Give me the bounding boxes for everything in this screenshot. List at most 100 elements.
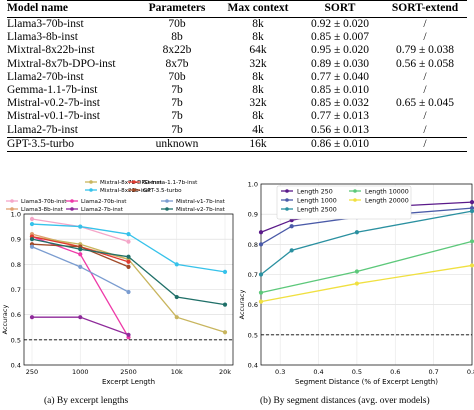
legend-marker	[89, 188, 93, 192]
series-line-Length 2500	[260, 210, 473, 276]
data-point-Llama2-7b-inst	[126, 332, 131, 337]
x-tick-label: 0.6	[390, 368, 400, 376]
data-point-Llama2-70b-inst	[78, 252, 83, 257]
model-name-cell: Mistral-v0.2-7b-inst	[7, 97, 100, 110]
legend-marker	[10, 207, 14, 211]
legend-label: Llama2-70b-inst	[81, 199, 127, 205]
legend-marker	[285, 198, 289, 202]
legend-label: Llama3-70b-inst	[21, 199, 67, 205]
table-cell: unknown	[155, 137, 199, 150]
table-cell: 8x22b	[162, 44, 192, 57]
table-cell: 0.92 ± 0.020	[310, 18, 370, 31]
table-cell: 0.86 ± 0.010	[310, 137, 370, 150]
column-header: Max context	[227, 2, 289, 14]
legend-label: Gemma-1.1-7b-inst	[143, 180, 198, 186]
y-axis-label: Accuracy	[1, 305, 9, 335]
data-point-Mistral-v2-7b-inst	[126, 254, 131, 259]
x-axis-label: Excerpt Length	[102, 378, 155, 386]
model-name-cell: Mixtral-8x22b-inst	[7, 44, 95, 57]
table-row: Llama2-70b-inst 70b 8k 0.77 ± 0.040 /	[7, 71, 467, 84]
model-name-cell: Gemma-1.1-7b-inst	[7, 84, 98, 97]
excerpt-length-chart-svg: 0.4 0.5 0.6 0.7 0.8 0.9 1.0 250 1000 2500 10k 20k Ex…	[1, 180, 234, 386]
legend-marker	[353, 198, 357, 202]
data-point-Length 20000	[354, 281, 360, 286]
column-header: SORT-extend	[391, 2, 459, 14]
series-line-Length 20000	[260, 264, 473, 303]
data-point-Mistral-v2-7b-inst	[29, 237, 35, 242]
legend-box	[276, 185, 412, 220]
table-cell: 0.85 ± 0.007	[310, 31, 370, 44]
legend-label: GPT-3.5-turbo	[143, 188, 182, 194]
table-cell: 0.85 ± 0.032	[310, 97, 370, 110]
x-tick-label: 0.8	[467, 368, 474, 376]
chart-by-segment-distance: 0.4 0.5 0.6 0.7 0.8 0.9 1.0 0.3 0.4 0.5 0.6 0.7 0.8 S…	[237, 177, 474, 391]
column-header: Parameters	[148, 2, 206, 14]
table-cell: 7b	[171, 97, 183, 110]
table-header-row: Model name Parameters Max context SORT S…	[7, 0, 467, 18]
data-point-Length 250	[258, 230, 264, 235]
data-point-Gemma-1.1-7b-inst	[126, 259, 131, 264]
table-cell: 0.56 ± 0.058	[395, 57, 455, 70]
table-cell: /	[383, 123, 467, 138]
data-point-Mixtral-8x7b-DPO-inst	[174, 315, 179, 320]
data-point-Length 1000	[469, 206, 474, 211]
table-cell: 8k	[252, 18, 264, 31]
x-tick-label: 0.3	[275, 368, 285, 376]
model-name-cell: Llama2-7b-inst	[7, 123, 135, 138]
y-tick-label: 0.7	[11, 286, 21, 294]
legend-label: Mistral-v1-7b-inst	[176, 199, 226, 205]
x-tick-label: 2500	[120, 368, 137, 376]
data-point-Length 2500	[354, 230, 360, 235]
y-tick-label: 1.0	[248, 181, 258, 189]
table-cell: /	[423, 18, 427, 31]
data-point-Length 2500	[289, 248, 294, 253]
table-row: Mistral-v0.1-7b-inst 7b 8k 0.77 ± 0.013 /	[7, 110, 467, 123]
y-tick-label: 0.6	[248, 301, 258, 309]
table-cell: /	[423, 31, 427, 44]
table-cell: /	[423, 84, 427, 97]
data-point-Length 2500	[469, 209, 474, 214]
data-point-Length 1000	[289, 224, 294, 229]
table-cell: /	[423, 110, 427, 123]
table-row: Gemma-1.1-7b-inst 7b 8k 0.85 ± 0.010 /	[7, 84, 467, 97]
table-cell: 8k	[252, 110, 264, 123]
legend-marker	[165, 207, 169, 211]
table-cell: 70b	[168, 18, 186, 31]
model-name-cell: Llama3-8b-inst	[7, 31, 78, 44]
y-tick-label: 0.5	[248, 331, 258, 339]
table-cell: 0.89 ± 0.030	[310, 57, 370, 70]
chart-by-excerpt-length: 0.4 0.5 0.6 0.7 0.8 0.9 1.0 250 1000 2500 10k 20k Ex…	[0, 177, 237, 391]
table-cell: 8b	[171, 31, 183, 44]
table-cell: 0.85 ± 0.010	[310, 84, 370, 97]
y-tick-label: 0.8	[248, 241, 258, 249]
segment-distance-chart-svg: 0.4 0.5 0.6 0.7 0.8 0.9 1.0 0.3 0.4 0.5 0.6 0.7 0.8 S…	[238, 181, 474, 386]
column-header: Model name	[7, 2, 69, 14]
legend-label: Length 250	[297, 188, 333, 195]
data-point-Length 10000	[354, 269, 360, 274]
table-row: Llama3-8b-inst 8b 8k 0.85 ± 0.007 /	[7, 31, 467, 44]
table-row: Mixtral-8x7b-DPO-inst 8x7b 32k 0.89 ± 0.030…	[7, 58, 467, 71]
legend-label: Length 2500	[297, 206, 337, 213]
data-point-GPT-3.5-turbo	[126, 264, 131, 269]
table-cell: 4k	[219, 123, 297, 138]
y-tick-label: 1.0	[11, 211, 21, 219]
results-table: Model name Parameters Max context SORT S…	[7, 0, 467, 152]
table-row: Llama3-70b-inst 70b 8k 0.92 ± 0.020 /	[7, 18, 467, 32]
model-name-cell: Llama2-70b-inst	[7, 70, 84, 83]
data-point-Length 20000	[469, 263, 474, 268]
data-point-Length 1000	[258, 242, 264, 247]
x-tick-label: 0.7	[428, 368, 438, 376]
caption-b: (b) By segment distances (avg. over mode…	[260, 396, 430, 406]
x-tick-label: 10k	[171, 368, 183, 376]
table-cell: 7b	[135, 123, 219, 138]
table-cell: 0.95 ± 0.020	[310, 44, 370, 57]
legend-label: Llama2-7b-inst	[81, 207, 124, 213]
data-point-Mixtral-8x7b-DPO-inst	[222, 330, 228, 335]
column-header: SORT	[324, 2, 356, 14]
legend-marker	[132, 188, 136, 192]
data-point-Length 10000	[258, 290, 264, 295]
data-point-Length 2500	[258, 272, 264, 277]
model-name-cell: Mixtral-8x7b-DPO-inst	[7, 57, 116, 70]
table-cell: 8k	[252, 84, 264, 97]
data-point-Mistral-v2-7b-inst	[78, 247, 83, 252]
